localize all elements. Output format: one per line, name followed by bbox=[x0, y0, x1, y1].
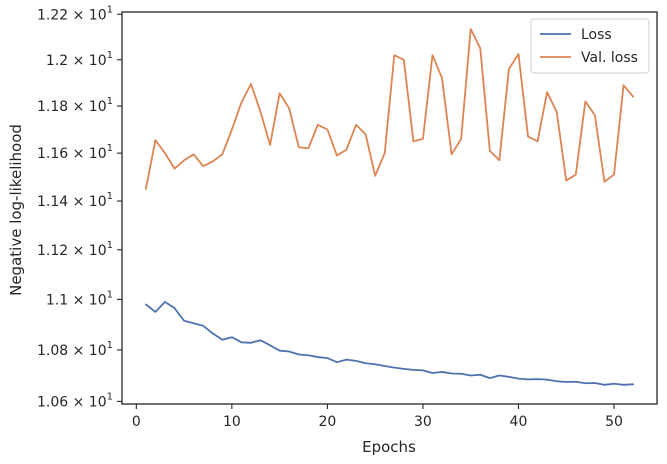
axis-ticks: 0 10 20 30 40 50 1.06 × 101 1.08 × 101 1.1 × 101… bbox=[37, 4, 623, 430]
y-tick-label: 1.12 × 101 bbox=[37, 240, 113, 259]
y-tick-label: 1.2 × 101 bbox=[46, 50, 113, 69]
y-tick-label: 1.06 × 101 bbox=[37, 391, 113, 410]
y-tick-label: 1.14 × 101 bbox=[37, 191, 113, 210]
x-tick-label: 20 bbox=[318, 414, 336, 430]
y-axis-label: Negative log-likelihood bbox=[7, 124, 25, 296]
legend-label-0: Loss bbox=[581, 27, 612, 43]
legend-box bbox=[530, 18, 650, 74]
x-tick-label: 30 bbox=[414, 414, 432, 430]
x-tick-label: 50 bbox=[605, 414, 623, 430]
x-tick-label: 40 bbox=[510, 414, 528, 430]
y-tick-label: 1.08 × 101 bbox=[37, 340, 113, 359]
y-tick-label: 1.16 × 101 bbox=[37, 143, 113, 162]
y-tick-label: 1.1 × 101 bbox=[46, 289, 113, 308]
y-tick-label: 1.18 × 101 bbox=[37, 96, 113, 115]
x-axis-label: Epochs bbox=[362, 438, 416, 456]
plot-frame bbox=[121, 11, 658, 405]
series-line-1 bbox=[144, 28, 635, 190]
series-line-0 bbox=[144, 300, 635, 386]
legend-label-1: Val. loss bbox=[581, 50, 638, 66]
legend: Loss Val. loss bbox=[530, 18, 650, 74]
x-tick-label: 10 bbox=[223, 414, 241, 430]
plot-area bbox=[121, 11, 658, 405]
y-tick-label: 1.22 × 101 bbox=[37, 4, 113, 23]
x-tick-label: 0 bbox=[132, 414, 141, 430]
